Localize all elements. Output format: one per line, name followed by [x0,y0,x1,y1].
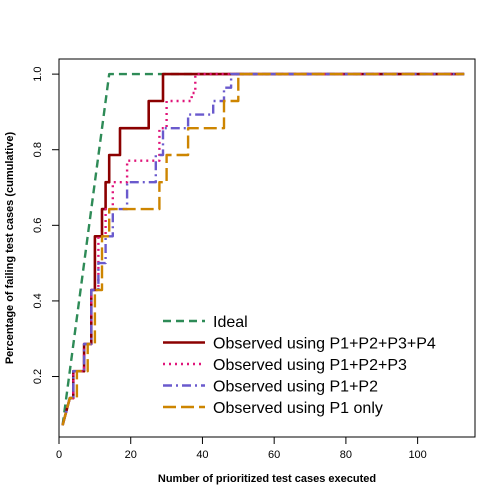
y-tick-label: 0.6 [32,218,44,233]
x-tick-label: 80 [340,449,352,461]
legend-label-5: Observed using P1 only [213,400,383,417]
legend-label-3: Observed using P1+P2+P3 [213,357,407,374]
y-tick-label: 0.2 [32,369,44,384]
y-tick-label: 0.4 [32,293,44,308]
y-tick-label: 1.0 [32,66,44,81]
x-axis: 0 20 40 60 80 100 [56,436,427,461]
x-tick-label: 40 [196,449,208,461]
x-tick-label: 20 [125,449,137,461]
legend: Ideal Observed using P1+P2+P3+P4 Observed … [163,314,436,417]
legend-label-1: Ideal [213,314,248,331]
x-axis-title: Number of prioritized test cases execute… [158,473,376,485]
y-axis-title: Percentage of failing test cases (cumula… [4,132,16,365]
x-tick-label: 60 [268,449,280,461]
legend-label-2: Observed using P1+P2+P3+P4 [213,336,436,353]
y-tick-label: 0.8 [32,142,44,157]
x-tick-label: 0 [56,449,62,461]
series-line-5 [61,72,465,426]
legend-label-4: Observed using P1+P2 [213,379,378,396]
y-axis: 0.2 0.4 0.6 0.8 1.0 [32,66,60,384]
series-layer [61,72,465,426]
x-tick-label: 100 [408,449,426,461]
